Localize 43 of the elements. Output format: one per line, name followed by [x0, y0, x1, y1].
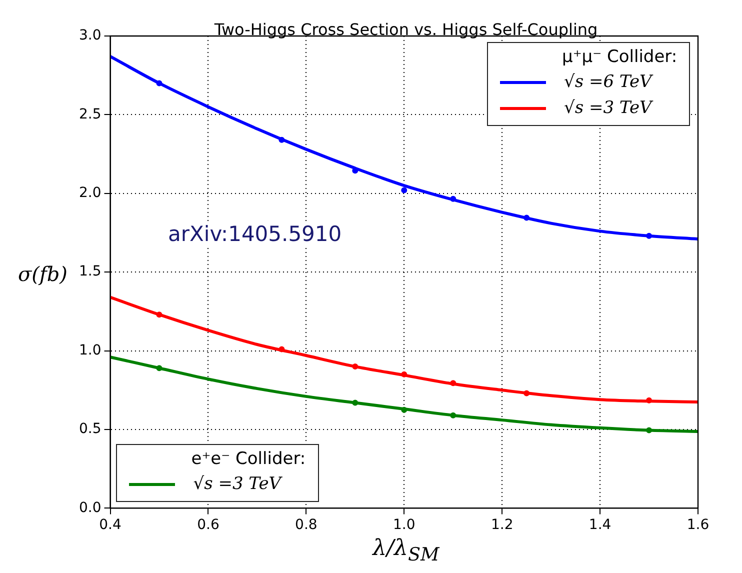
y-tick-label: 1.5 — [79, 264, 102, 280]
point — [646, 427, 652, 434]
point — [352, 364, 358, 370]
point — [278, 346, 285, 352]
text: μ⁺μ⁻ Collider: — [562, 47, 678, 67]
legend-label: √s =3 TeV — [564, 97, 652, 120]
point — [646, 397, 652, 404]
y-tick-label: 0.5 — [79, 421, 102, 438]
y-tick-label: 0.0 — [79, 500, 102, 516]
x-tick-label: 1.6 — [686, 517, 710, 534]
line-series — [110, 296, 698, 404]
point — [156, 80, 162, 86]
point — [156, 365, 162, 372]
point — [524, 214, 530, 221]
text: e⁺e⁻ Collider: — [191, 449, 306, 470]
point — [450, 412, 456, 418]
annotation: arXiv:1405.5910 — [168, 222, 342, 246]
legend-label: √s =3 TeV — [193, 473, 282, 496]
y-tick-label: 1.0 — [79, 342, 102, 358]
y-tick-label: 2.5 — [79, 106, 102, 122]
y-tick-label: 3.0 — [79, 28, 102, 44]
x-tick-label: 1.0 — [393, 517, 416, 534]
point — [450, 380, 456, 386]
point — [646, 232, 652, 239]
legend-label: √s =6 TeV — [564, 71, 652, 94]
point — [401, 187, 408, 194]
chart-title: Two-Higgs Cross Section vs. Higgs Self-Coupling — [213, 20, 599, 39]
x-tick-label: 0.4 — [99, 517, 122, 534]
point — [401, 371, 408, 378]
point — [156, 312, 162, 318]
point — [278, 136, 285, 143]
point — [524, 390, 530, 396]
x-axis-title: λ/λ$_{SM}$ — [371, 536, 441, 566]
x-tick-label: 1.2 — [490, 517, 514, 534]
x-tick-label: 0.8 — [295, 517, 318, 534]
y-tick-label: 2.0 — [79, 185, 102, 202]
point — [352, 400, 358, 406]
x-tick-label: 0.6 — [197, 517, 220, 534]
y-axis-title: σ(fb) — [18, 262, 68, 286]
x-tick-label: 1.4 — [588, 517, 612, 534]
line-series — [110, 356, 698, 434]
point — [401, 406, 408, 413]
point — [450, 196, 456, 202]
